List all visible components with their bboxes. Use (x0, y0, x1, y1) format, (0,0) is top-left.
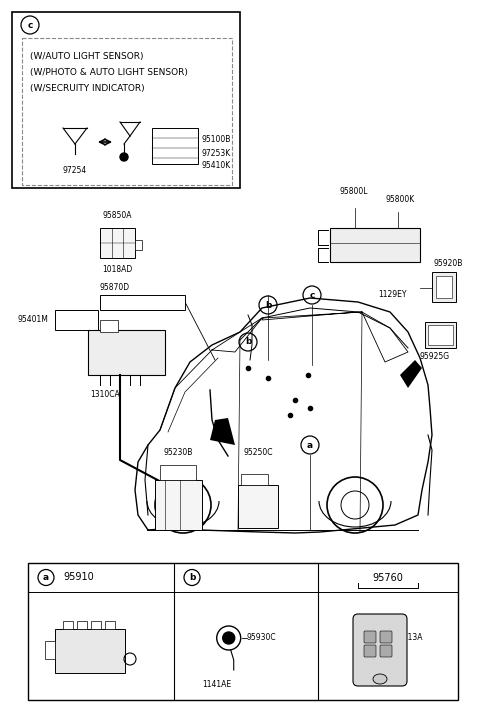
Bar (432, 272, 456, 302)
Bar (135, 240, 142, 250)
Bar (91, 621, 101, 629)
Text: 95760: 95760 (372, 573, 403, 583)
Text: 1129EY: 1129EY (378, 290, 407, 299)
Text: (W/PHOTO & AUTO LIGHT SENSOR): (W/PHOTO & AUTO LIGHT SENSOR) (30, 68, 188, 77)
Polygon shape (400, 360, 422, 388)
FancyBboxPatch shape (364, 645, 376, 657)
Bar (160, 465, 196, 480)
FancyBboxPatch shape (364, 631, 376, 643)
Circle shape (120, 153, 128, 161)
Bar (241, 474, 268, 485)
Ellipse shape (373, 674, 387, 684)
Polygon shape (210, 418, 235, 445)
Text: 95250C: 95250C (243, 448, 273, 457)
Bar (55, 310, 98, 330)
Text: 95920B: 95920B (434, 259, 463, 268)
Bar (100, 320, 118, 332)
Bar (238, 485, 278, 528)
Bar (428, 325, 453, 345)
Bar (45, 641, 55, 659)
Text: (W/SECRUITY INDICATOR): (W/SECRUITY INDICATOR) (30, 84, 144, 93)
FancyBboxPatch shape (380, 631, 392, 643)
Text: 95100B: 95100B (202, 135, 231, 145)
FancyBboxPatch shape (353, 614, 407, 686)
Text: 1018AD: 1018AD (102, 265, 132, 274)
Text: 95930C: 95930C (247, 634, 276, 642)
Text: 95230B: 95230B (163, 448, 192, 457)
Text: (W/AUTO LIGHT SENSOR): (W/AUTO LIGHT SENSOR) (30, 52, 144, 61)
Text: 1141AE: 1141AE (202, 680, 231, 689)
Bar (77, 621, 87, 629)
Bar (436, 276, 452, 298)
Text: 95413A: 95413A (393, 634, 422, 642)
Bar (100, 228, 135, 258)
Bar (105, 621, 115, 629)
Text: c: c (27, 21, 33, 29)
FancyBboxPatch shape (380, 645, 392, 657)
Text: 95401M: 95401M (17, 315, 48, 325)
Bar (152, 128, 198, 164)
Text: c: c (309, 290, 315, 300)
Text: 95410K: 95410K (202, 162, 231, 170)
Bar (88, 330, 165, 375)
Bar (55, 629, 125, 673)
Text: 95800L: 95800L (340, 187, 369, 196)
Text: 97254: 97254 (63, 166, 87, 175)
Text: 95850A: 95850A (102, 211, 132, 220)
Bar (155, 480, 202, 530)
Text: b: b (265, 300, 271, 310)
Text: a: a (307, 441, 313, 449)
Bar (425, 322, 456, 348)
Text: b: b (189, 573, 195, 582)
Bar (63, 621, 73, 629)
Text: 95870D: 95870D (100, 283, 130, 292)
Bar (22, 38, 232, 185)
Bar (330, 228, 420, 262)
Bar (12, 12, 240, 188)
Text: a: a (43, 573, 49, 582)
Text: 95925G: 95925G (420, 352, 450, 361)
Text: b: b (245, 337, 251, 347)
Text: 97253K: 97253K (202, 149, 231, 157)
Text: 95910: 95910 (63, 572, 94, 582)
Text: 95800K: 95800K (385, 195, 414, 204)
Bar (28, 563, 458, 700)
Circle shape (223, 632, 235, 644)
Text: 1310CA: 1310CA (90, 390, 120, 399)
Bar (100, 295, 185, 310)
